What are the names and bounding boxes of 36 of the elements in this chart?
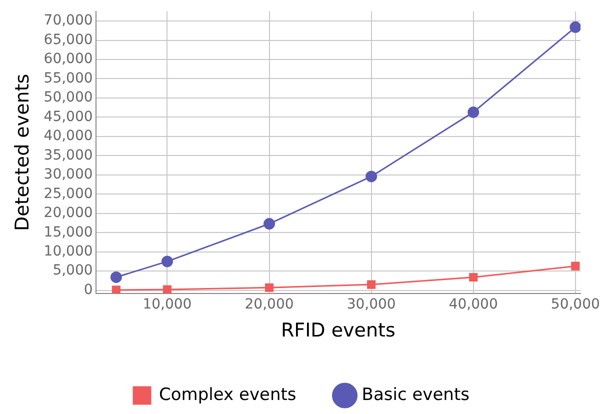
point <box>264 218 276 230</box>
point <box>366 170 378 182</box>
point <box>367 280 376 289</box>
y-tick-label: 5,000 <box>52 262 93 279</box>
y-tick-label: 65,000 <box>44 32 93 48</box>
y-tick-label: 40,000 <box>44 128 93 144</box>
y-tick-label: 55,000 <box>44 70 93 86</box>
y-tick-label: 20,000 <box>44 205 93 222</box>
x-tick-label: 30,000 <box>346 296 396 312</box>
x-tick-label: 40,000 <box>448 296 498 312</box>
y-axis-title: Detected events <box>11 74 34 231</box>
x-tick-label: 50,000 <box>550 296 600 312</box>
y-tick-label: 0 <box>84 282 93 298</box>
x-tick-label: 10,000 <box>142 296 192 312</box>
y-tick-label: 30,000 <box>44 166 93 183</box>
legend-label: Basic events <box>362 384 470 405</box>
y-tick-label: 50,000 <box>44 90 93 106</box>
y-tick-label: 25,000 <box>44 186 93 202</box>
point <box>571 262 580 270</box>
y-tick-label: 10,000 <box>44 243 93 260</box>
point <box>161 256 173 268</box>
x-axis-title: RFID events <box>280 320 396 342</box>
y-tick-label: 70,000 <box>44 12 93 29</box>
point <box>570 21 581 33</box>
y-tick-label: 45,000 <box>44 108 93 125</box>
point <box>469 272 478 282</box>
y-tick-label: 60,000 <box>44 51 93 68</box>
y-tick-label: 15,000 <box>44 224 93 240</box>
point <box>264 283 274 292</box>
x-tick-label: 20,000 <box>244 296 294 312</box>
point <box>468 106 480 118</box>
legend-label: Complex events <box>159 384 296 405</box>
y-tick-label: 35,000 <box>44 147 93 164</box>
point <box>110 271 122 283</box>
point <box>112 286 120 294</box>
point <box>162 285 172 294</box>
